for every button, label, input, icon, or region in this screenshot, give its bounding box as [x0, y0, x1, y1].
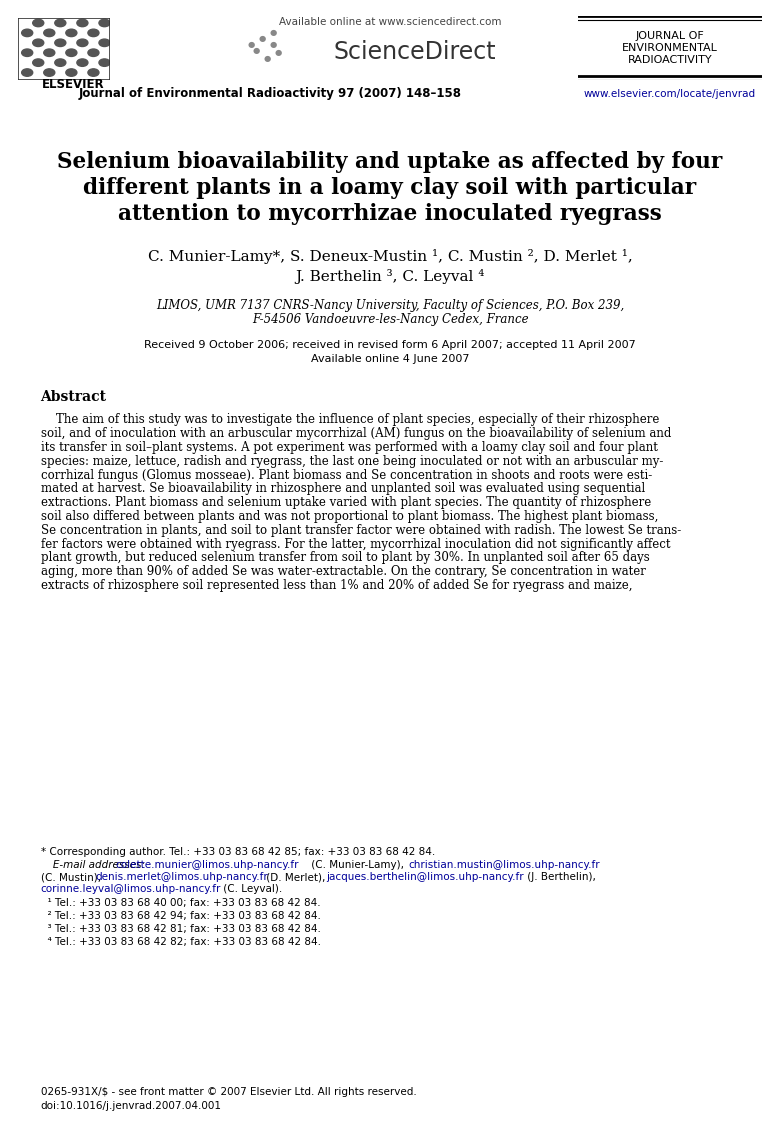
Circle shape	[44, 29, 55, 36]
Circle shape	[88, 29, 99, 36]
Text: ⁴ Tel.: +33 03 83 68 42 82; fax: +33 03 83 68 42 84.: ⁴ Tel.: +33 03 83 68 42 82; fax: +33 03 …	[41, 937, 321, 947]
Text: corrhizal fungus (Glomus mosseae). Plant biomass and Se concentration in shoots : corrhizal fungus (Glomus mosseae). Plant…	[41, 468, 652, 482]
Text: colette.munier@limos.uhp-nancy.fr: colette.munier@limos.uhp-nancy.fr	[115, 860, 299, 870]
Circle shape	[33, 59, 44, 67]
Circle shape	[55, 19, 66, 27]
Text: soil, and of inoculation with an arbuscular mycorrhizal (AM) fungus on the bioav: soil, and of inoculation with an arbuscu…	[41, 428, 671, 440]
Text: ●: ●	[275, 48, 282, 57]
Text: ScienceDirect: ScienceDirect	[334, 40, 496, 64]
Text: 0265-931X/$ - see front matter © 2007 Elsevier Ltd. All rights reserved.: 0265-931X/$ - see front matter © 2007 El…	[41, 1088, 417, 1097]
Text: C. Munier-Lamy*, S. Deneux-Mustin ¹, C. Mustin ², D. Merlet ¹,: C. Munier-Lamy*, S. Deneux-Mustin ¹, C. …	[147, 249, 633, 264]
Text: Available online at www.sciencedirect.com: Available online at www.sciencedirect.co…	[278, 17, 502, 27]
Text: fer factors were obtained with ryegrass. For the latter, mycorrhizal inoculation: fer factors were obtained with ryegrass.…	[41, 538, 670, 551]
Text: corinne.leyval@limos.uhp-nancy.fr: corinne.leyval@limos.uhp-nancy.fr	[41, 885, 221, 894]
Circle shape	[77, 39, 88, 46]
Text: * Corresponding author. Tel.: +33 03 83 68 42 85; fax: +33 03 83 68 42 84.: * Corresponding author. Tel.: +33 03 83 …	[41, 847, 434, 857]
Text: J. Berthelin ³, C. Leyval ⁴: J. Berthelin ³, C. Leyval ⁴	[296, 269, 484, 284]
Text: (D. Merlet),: (D. Merlet),	[263, 872, 325, 882]
Text: ³ Tel.: +33 03 83 68 42 81; fax: +33 03 83 68 42 84.: ³ Tel.: +33 03 83 68 42 81; fax: +33 03 …	[41, 924, 321, 934]
Text: LIMOS, UMR 7137 CNRS-Nancy University, Faculty of Sciences, P.O. Box 239,: LIMOS, UMR 7137 CNRS-Nancy University, F…	[156, 298, 624, 312]
Text: jacques.berthelin@limos.uhp-nancy.fr: jacques.berthelin@limos.uhp-nancy.fr	[326, 872, 523, 882]
Text: (C. Leyval).: (C. Leyval).	[220, 885, 282, 894]
Text: ●: ●	[264, 53, 271, 62]
Circle shape	[33, 39, 44, 46]
Circle shape	[22, 49, 33, 57]
Text: Received 9 October 2006; received in revised form 6 April 2007; accepted 11 Apri: Received 9 October 2006; received in rev…	[144, 340, 636, 350]
Text: attention to mycorrhizae inoculated ryegrass: attention to mycorrhizae inoculated ryeg…	[118, 203, 662, 225]
Circle shape	[44, 69, 55, 76]
Text: Se concentration in plants, and soil to plant transfer factor were obtained with: Se concentration in plants, and soil to …	[41, 524, 681, 536]
Text: denis.merlet@limos.uhp-nancy.fr: denis.merlet@limos.uhp-nancy.fr	[95, 872, 268, 882]
Text: christian.mustin@limos.uhp-nancy.fr: christian.mustin@limos.uhp-nancy.fr	[408, 860, 600, 870]
Circle shape	[66, 49, 77, 57]
Circle shape	[88, 49, 99, 57]
Text: (J. Berthelin),: (J. Berthelin),	[524, 872, 596, 882]
Text: JOURNAL OF
ENVIRONMENTAL
RADIOACTIVITY: JOURNAL OF ENVIRONMENTAL RADIOACTIVITY	[622, 32, 718, 65]
Text: Abstract: Abstract	[41, 390, 107, 404]
Text: Journal of Environmental Radioactivity 97 (2007) 148–158: Journal of Environmental Radioactivity 9…	[79, 87, 462, 101]
Text: extractions. Plant biomass and selenium uptake varied with plant species. The qu: extractions. Plant biomass and selenium …	[41, 497, 651, 509]
Text: plant growth, but reduced selenium transfer from soil to plant by 30%. In unplan: plant growth, but reduced selenium trans…	[41, 551, 649, 565]
Circle shape	[44, 49, 55, 57]
Text: its transfer in soil–plant systems. A pot experiment was performed with a loamy : its transfer in soil–plant systems. A po…	[41, 441, 658, 454]
Text: ●: ●	[247, 40, 255, 49]
Circle shape	[22, 29, 33, 36]
Circle shape	[88, 69, 99, 76]
Text: F-54506 Vandoeuvre-les-Nancy Cedex, France: F-54506 Vandoeuvre-les-Nancy Cedex, Fran…	[252, 313, 528, 327]
Circle shape	[66, 69, 77, 76]
Text: E-mail addresses:: E-mail addresses:	[41, 860, 147, 870]
Circle shape	[77, 59, 88, 67]
Text: (C. Mustin),: (C. Mustin),	[41, 872, 101, 882]
Text: aging, more than 90% of added Se was water-extractable. On the contrary, Se conc: aging, more than 90% of added Se was wat…	[41, 566, 645, 578]
Circle shape	[99, 59, 110, 67]
Circle shape	[22, 69, 33, 76]
Text: The aim of this study was to investigate the influence of plant species, especia: The aim of this study was to investigate…	[41, 414, 659, 426]
Text: ² Tel.: +33 03 83 68 42 94; fax: +33 03 83 68 42 84.: ² Tel.: +33 03 83 68 42 94; fax: +33 03 …	[41, 911, 321, 921]
Text: ¹ Tel.: +33 03 83 68 40 00; fax: +33 03 83 68 42 84.: ¹ Tel.: +33 03 83 68 40 00; fax: +33 03 …	[41, 898, 320, 908]
Text: soil also differed between plants and was not proportional to plant biomass. The: soil also differed between plants and wa…	[41, 510, 658, 523]
Text: Selenium bioavailability and uptake as affected by four: Selenium bioavailability and uptake as a…	[58, 151, 722, 174]
Text: www.elsevier.com/locate/jenvrad: www.elsevier.com/locate/jenvrad	[584, 88, 756, 99]
Circle shape	[66, 29, 77, 36]
Circle shape	[55, 39, 66, 46]
Circle shape	[33, 19, 44, 27]
Circle shape	[55, 59, 66, 67]
Circle shape	[99, 39, 110, 46]
Text: species: maize, lettuce, radish and ryegrass, the last one being inoculated or n: species: maize, lettuce, radish and ryeg…	[41, 455, 663, 468]
Text: extracts of rhizosphere soil represented less than 1% and 20% of added Se for ry: extracts of rhizosphere soil represented…	[41, 579, 632, 592]
Text: doi:10.1016/j.jenvrad.2007.04.001: doi:10.1016/j.jenvrad.2007.04.001	[41, 1101, 222, 1111]
Text: ELSEVIER: ELSEVIER	[41, 78, 105, 92]
Text: mated at harvest. Se bioavailability in rhizosphere and unplanted soil was evalu: mated at harvest. Se bioavailability in …	[41, 482, 645, 496]
Text: ●: ●	[253, 46, 261, 56]
Text: ●: ●	[269, 40, 277, 49]
Text: different plants in a loamy clay soil with particular: different plants in a loamy clay soil wi…	[83, 177, 697, 198]
Text: ●: ●	[258, 34, 266, 42]
Text: ●: ●	[269, 27, 277, 36]
Text: Available online 4 June 2007: Available online 4 June 2007	[310, 354, 470, 364]
Circle shape	[77, 19, 88, 27]
Text: (C. Munier-Lamy),: (C. Munier-Lamy),	[308, 860, 404, 870]
Circle shape	[99, 19, 110, 27]
